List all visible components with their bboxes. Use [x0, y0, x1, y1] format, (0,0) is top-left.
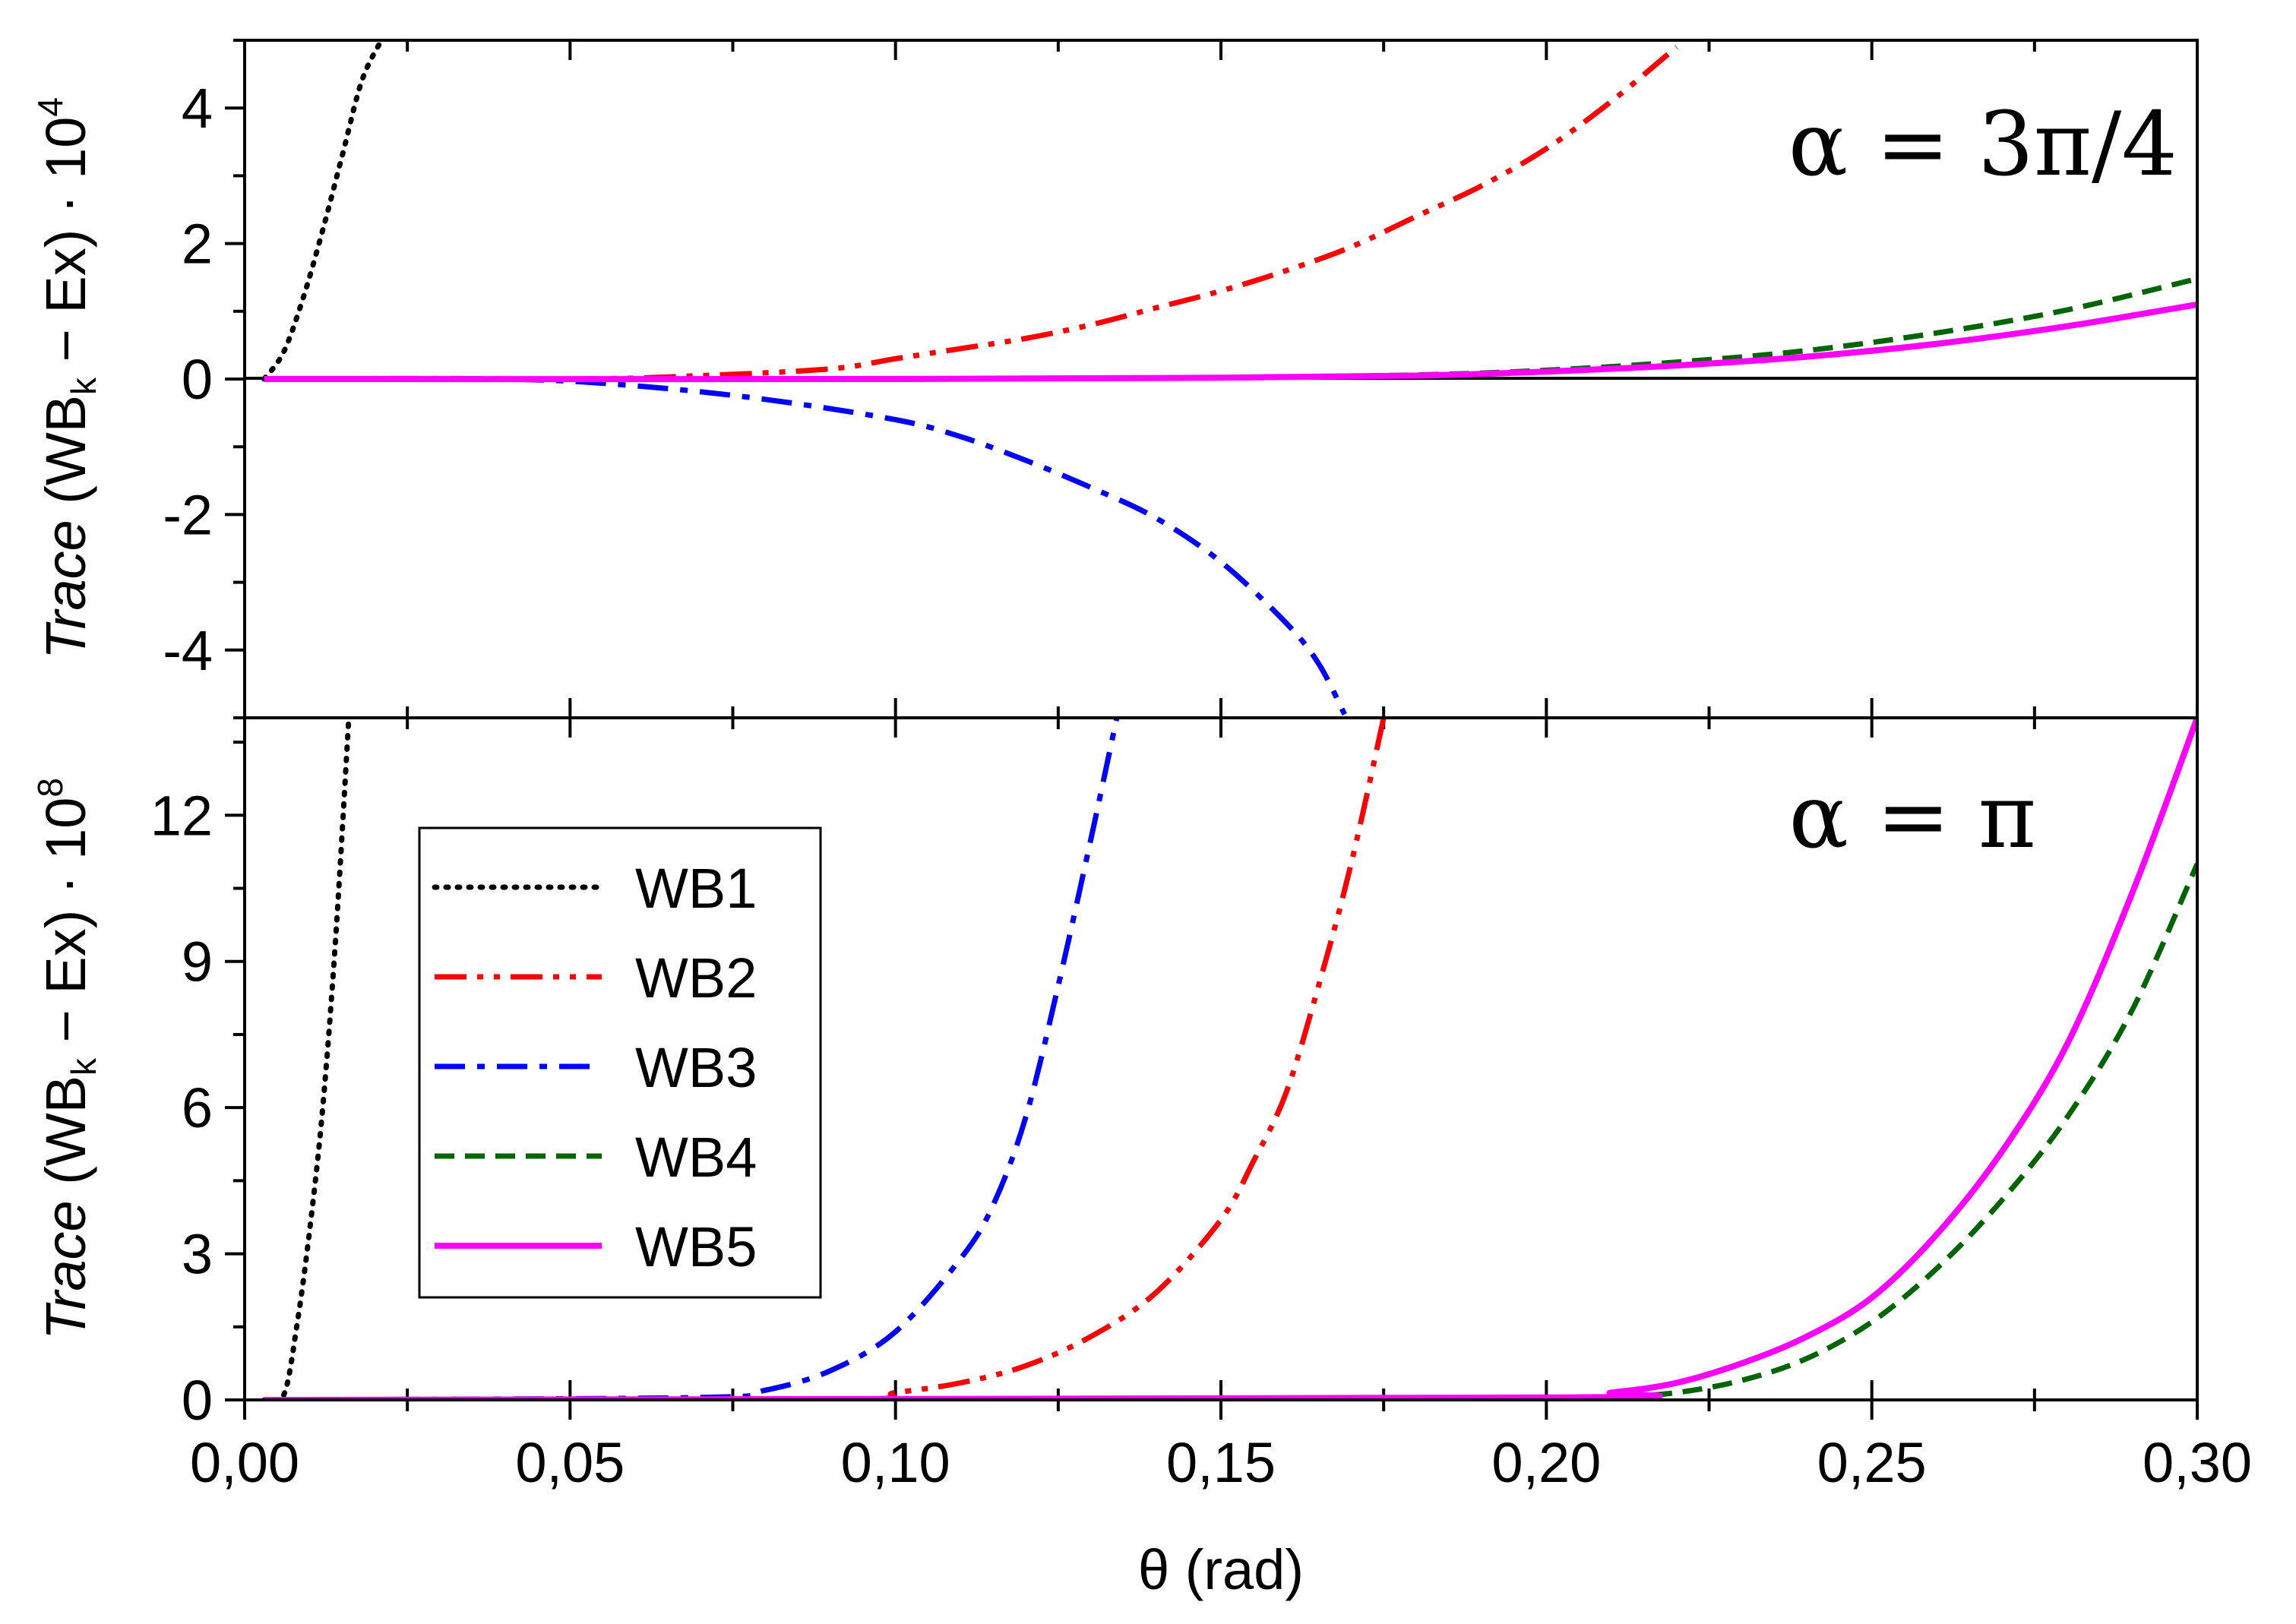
y-tick-label: 4 [182, 77, 213, 140]
series-line-wb3 [264, 718, 1120, 1400]
y-tick-label: 0 [182, 348, 213, 411]
y-tick-label: 6 [182, 1076, 213, 1139]
y-axis-title-top-sup: 4 [30, 97, 70, 117]
y-axis-title-bottom-middle: (WB [34, 1076, 97, 1200]
y-axis-title-bottom-suffix: − Ex) · 10 [34, 798, 97, 1058]
y-tick-label: 3 [182, 1223, 213, 1286]
series-line-wb2 [264, 45, 1678, 382]
y-tick-label: 0 [182, 1369, 213, 1432]
y-axis-title-top: Trace (WBk − Ex) · 104 [30, 97, 103, 659]
series-bottom [261, 718, 2197, 1400]
y-axis-title-top-sub: k [64, 377, 103, 395]
series-line-wb5 [264, 718, 2197, 1400]
ticks-top [225, 39, 2199, 719]
y-axis-title-top-prefix: Trace [34, 520, 97, 659]
legend-label-wb3: WB3 [635, 1036, 757, 1099]
series-line-wb1 [261, 40, 384, 382]
x-tick-label: 0,10 [841, 1431, 950, 1494]
legend-entries: WB1 WB2 WB3 WB4 WB5 [432, 857, 757, 1278]
x-tick-label: 0,15 [1166, 1431, 1276, 1494]
legend-label-wb4: WB4 [635, 1126, 757, 1189]
legend-label-wb2: WB2 [635, 946, 757, 1009]
x-tick-label: 0,20 [1491, 1431, 1601, 1494]
series-top [261, 40, 2197, 716]
x-tick-label: 0,25 [1817, 1431, 1927, 1494]
annotation-top: α = 3π/4 [1788, 93, 2177, 196]
series-line-wb3 [264, 375, 1347, 716]
y-axis-title-top-suffix: − Ex) · 10 [34, 117, 97, 378]
annotation-bottom: α = π [1788, 766, 2036, 868]
y-tick-label: 12 [150, 784, 213, 847]
y-tick-labels-bottom: 0 3 6 9 12 [150, 784, 213, 1432]
legend-label-wb1: WB1 [635, 857, 757, 920]
y-axis-title-bottom-sub: k [64, 1057, 103, 1076]
x-tick-labels: 0,00 0,05 0,10 0,15 0,20 0,25 0,30 [190, 1431, 2252, 1494]
series-line-wb1 [261, 718, 352, 1400]
y-tick-label: -4 [163, 619, 213, 682]
x-tick-label: 0,00 [190, 1431, 299, 1494]
x-axis-title: θ (rad) [1138, 1538, 1304, 1601]
y-axis-title-bottom-prefix: Trace [34, 1200, 97, 1340]
legend-label-wb5: WB5 [635, 1215, 757, 1278]
y-axis-title-top-middle: (WB [34, 395, 97, 520]
x-tick-label: 0,30 [2143, 1431, 2252, 1494]
y-axis-title-bottom: Trace (WBk − Ex) · 108 [30, 778, 103, 1340]
x-tick-label: 0,05 [515, 1431, 625, 1494]
series-line-wb4 [264, 276, 2197, 382]
legend: WB1 WB2 WB3 WB4 WB5 [418, 826, 822, 1299]
series-line-wb4 [264, 862, 2197, 1400]
series-line-wb5 [264, 301, 2197, 383]
plot-frame-bottom [243, 716, 2199, 1401]
y-axis-title-bottom-sup: 8 [30, 778, 70, 798]
panel-bottom: 0 3 6 9 12 0,00 0,05 0,10 0,15 0,20 0,25 0,30 Trac… [30, 716, 2252, 1601]
y-tick-label: 9 [182, 930, 213, 994]
y-tick-label: -2 [163, 483, 213, 546]
y-tick-labels-top: -4 -2 0 2 4 [163, 77, 213, 682]
y-tick-label: 2 [182, 213, 213, 276]
legend-box [418, 826, 822, 1299]
